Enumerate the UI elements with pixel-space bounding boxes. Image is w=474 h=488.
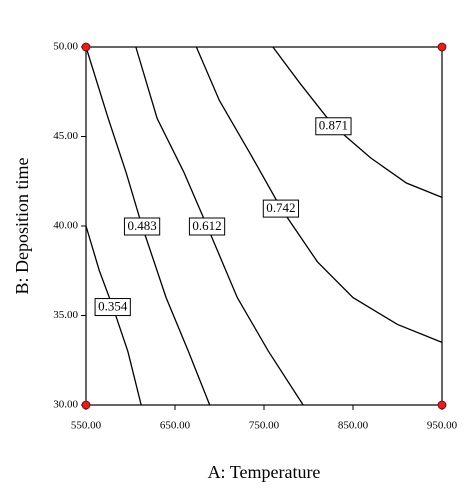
- x-axis-title: A: Temperature: [208, 462, 321, 482]
- contour-label-text: 0.871: [319, 118, 348, 133]
- contour-label: 0.742: [262, 199, 300, 218]
- design-point: [437, 42, 447, 52]
- y-tick-label: 35.00: [53, 309, 78, 321]
- x-tick-label: 850.00: [338, 420, 369, 432]
- contour-label-box: [262, 199, 300, 218]
- contour-label-text: 0.483: [127, 218, 156, 233]
- design-point: [81, 42, 91, 52]
- y-axis-title: B: Deposition time: [12, 157, 32, 294]
- contour-label: 0.354: [94, 298, 131, 317]
- contour-label-box: [188, 217, 226, 236]
- x-tick-label: 950.00: [427, 420, 458, 432]
- contour-label-box: [94, 298, 131, 317]
- contour-label-box: [315, 117, 352, 136]
- y-tick-label: 30.00: [53, 399, 78, 411]
- y-tick-label: 45.00: [53, 130, 78, 142]
- design-point: [437, 400, 447, 410]
- contour-label: 0.612: [188, 217, 226, 236]
- x-tick-label: 550.00: [71, 420, 102, 432]
- contour-label-box: [123, 217, 161, 236]
- y-tick-label: 50.00: [53, 41, 78, 53]
- contour-label-text: 0.354: [98, 299, 128, 314]
- x-tick-label: 650.00: [160, 420, 191, 432]
- contour-label: 0.483: [123, 217, 161, 236]
- contour-label-text: 0.612: [192, 218, 221, 233]
- contour-label-text: 0.742: [266, 200, 295, 215]
- contour-line: [272, 46, 443, 198]
- contour-label: 0.871: [315, 117, 352, 136]
- y-tick-label: 40.00: [53, 220, 78, 232]
- design-point: [81, 400, 91, 410]
- x-tick-label: 750.00: [249, 420, 280, 432]
- contour-line: [195, 46, 443, 343]
